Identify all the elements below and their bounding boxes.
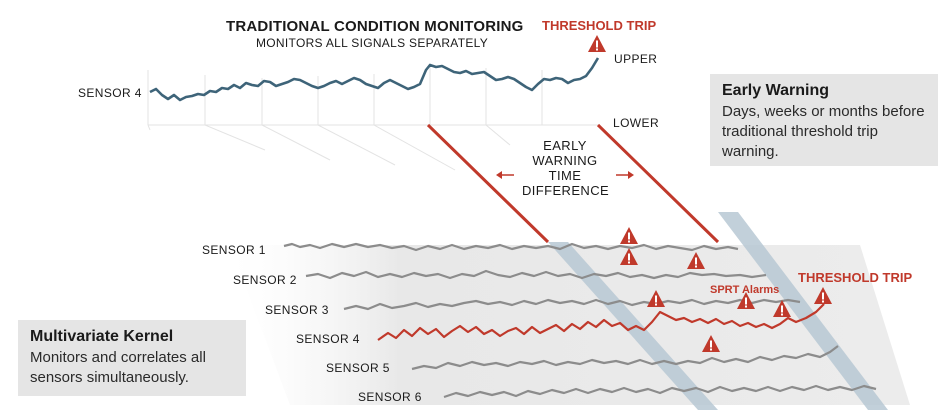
ew-line-1: EARLY [543, 138, 587, 153]
sensor-1-label: SENSOR 1 [202, 243, 266, 257]
multivariate-kernel-card: Multivariate Kernel Monitors and correla… [18, 320, 246, 396]
sensor-3-trace [343, 298, 801, 311]
traditional-signal-line [149, 57, 600, 102]
sensor-4-trace[interactable] [377, 303, 825, 341]
ew-line-2: WARNING [532, 153, 598, 168]
upper-label: UPPER [614, 52, 658, 66]
arrow-left-icon [496, 171, 514, 179]
threshold-band [718, 212, 888, 410]
sprt-alarm-icon-1 [620, 227, 638, 244]
sensor-2-trace [305, 269, 767, 280]
sensor-1-trace [283, 242, 739, 252]
sensor-3-label: SENSOR 3 [265, 303, 329, 317]
top-threshold-warning-icon [588, 35, 606, 52]
sprt-alarms-label: SPRT Alarms [710, 284, 780, 296]
multivariate-kernel-body: Monitors and correlates all sensors simu… [30, 349, 206, 386]
sensor-4-label: SENSOR 4 [296, 332, 360, 346]
top-title: TRADITIONAL CONDITION MONITORING [226, 18, 524, 35]
early-warning-body: Days, weeks or months before traditional… [722, 103, 925, 160]
sensor-6-trace [443, 384, 877, 399]
ew-line-4: DIFFERENCE [522, 183, 610, 198]
early-warning-time-difference: EARLY WARNING TIME DIFFERENCE [522, 138, 610, 198]
multivariate-kernel-heading: Multivariate Kernel [30, 328, 174, 345]
early-warning-card: Early Warning Days, weeks or months befo… [710, 74, 938, 166]
top-grid [147, 66, 600, 171]
ew-line-3: TIME [548, 168, 582, 183]
early-warning-drop-line [426, 123, 550, 244]
top-threshold-trip-label: THRESHOLD TRIP [542, 18, 657, 33]
sensor-5-label: SENSOR 5 [326, 361, 390, 375]
sensor-5-trace [411, 345, 839, 371]
early-warning-band [548, 242, 718, 410]
threshold-drop-line [596, 123, 720, 244]
sensor-traces [283, 242, 877, 399]
top-subtitle: MONITORS ALL SIGNALS SEPARATELY [256, 36, 489, 50]
top-sensor-label: SENSOR 4 [78, 86, 142, 100]
sensor-2-label: SENSOR 2 [233, 273, 297, 287]
bottom-threshold-trip-label: THRESHOLD TRIP [798, 270, 913, 285]
lower-label: LOWER [613, 116, 660, 130]
arrow-right-icon [616, 171, 634, 179]
sensor-6-label: SENSOR 6 [358, 390, 422, 404]
early-warning-heading: Early Warning [722, 82, 829, 99]
